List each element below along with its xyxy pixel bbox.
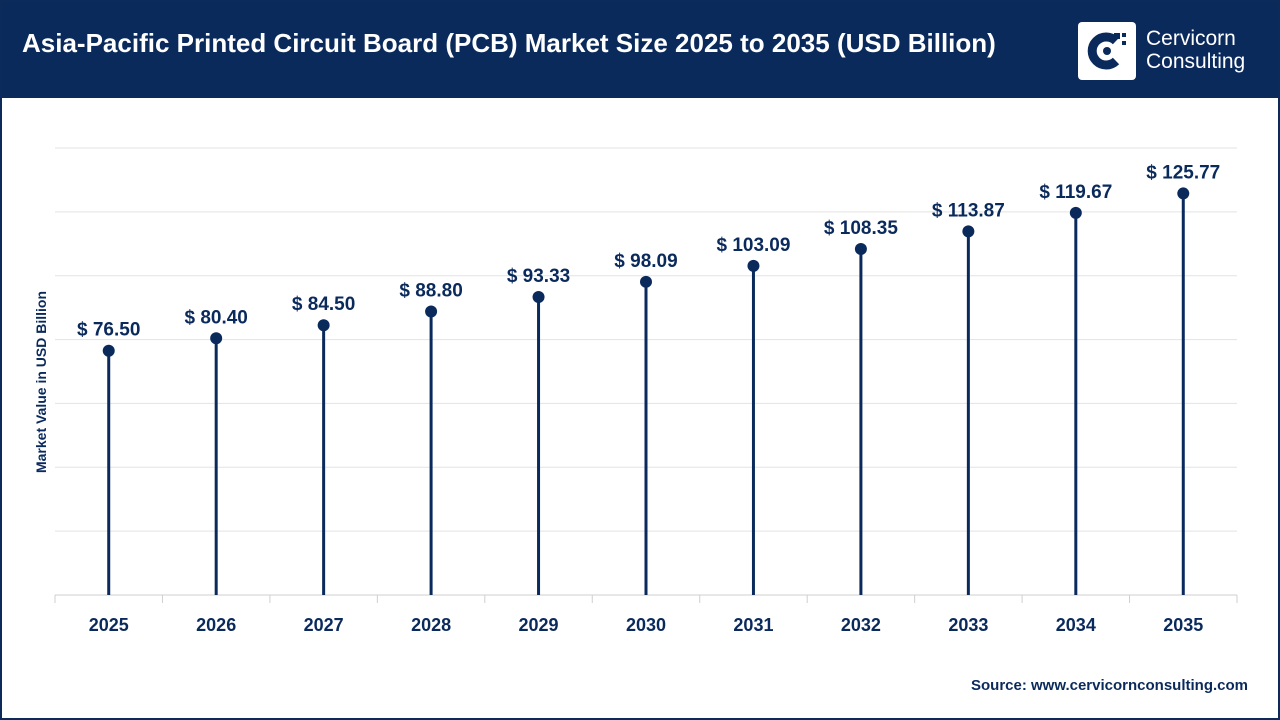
y-axis-label: Market Value in USD Billion bbox=[33, 290, 49, 474]
data-label: $ 108.35 bbox=[824, 218, 898, 239]
data-point bbox=[317, 319, 330, 332]
data-point bbox=[854, 243, 867, 256]
logo-mark-icon bbox=[1078, 22, 1136, 80]
data-point bbox=[425, 305, 438, 318]
x-tick-label: 2034 bbox=[1056, 615, 1096, 635]
x-tick-label: 2035 bbox=[1163, 615, 1203, 635]
logo-text-line2: Consulting bbox=[1146, 50, 1246, 73]
chart-area: $ 76.50 2025 $ 80.40 2026 $ 84.50 2027 $ 88.80… bbox=[0, 98, 1280, 658]
logo-text-line1: Cervicorn bbox=[1146, 27, 1236, 50]
data-label: $ 88.80 bbox=[399, 280, 462, 301]
x-tick-label: 2030 bbox=[626, 615, 666, 635]
data-label: $ 93.33 bbox=[507, 266, 570, 287]
x-tick-label: 2031 bbox=[733, 615, 773, 635]
x-tick-label: 2033 bbox=[948, 615, 988, 635]
chart-plot: $ 76.50 2025 $ 80.40 2026 $ 84.50 2027 $ 88.80… bbox=[54, 147, 1238, 635]
data-point bbox=[1177, 187, 1190, 200]
x-tick-label: 2025 bbox=[89, 615, 129, 635]
data-label: $ 98.09 bbox=[614, 251, 677, 272]
data-point bbox=[210, 332, 223, 345]
data-point bbox=[747, 259, 760, 272]
data-label: $ 84.50 bbox=[292, 294, 355, 315]
data-label: $ 76.50 bbox=[77, 320, 140, 341]
chart-title: Asia-Pacific Printed Circuit Board (PCB)… bbox=[22, 28, 996, 58]
data-label: $ 80.40 bbox=[184, 307, 247, 328]
header-bar: Asia-Pacific Printed Circuit Board (PCB)… bbox=[2, 2, 1278, 98]
data-point bbox=[640, 275, 652, 288]
x-tick-label: 2027 bbox=[304, 615, 344, 635]
data-point bbox=[1069, 206, 1082, 219]
data-label: $ 113.87 bbox=[932, 200, 1005, 221]
data-label: $ 125.77 bbox=[1146, 162, 1220, 183]
cervicorn-logo: Cervicorn Consulting bbox=[1078, 22, 1258, 82]
data-point bbox=[102, 344, 115, 357]
x-tick-label: 2026 bbox=[196, 615, 236, 635]
data-label: $ 119.67 bbox=[1039, 182, 1112, 203]
x-tick-label: 2028 bbox=[411, 615, 451, 635]
x-tick-label: 2029 bbox=[519, 615, 559, 635]
source-text: Source: www.cervicornconsulting.com bbox=[970, 677, 1248, 694]
data-point bbox=[962, 225, 975, 238]
data-label: $ 103.09 bbox=[716, 235, 790, 256]
data-point bbox=[532, 291, 545, 304]
x-tick-label: 2032 bbox=[841, 615, 881, 635]
logo-text: Cervicorn Consulting bbox=[1146, 27, 1245, 73]
